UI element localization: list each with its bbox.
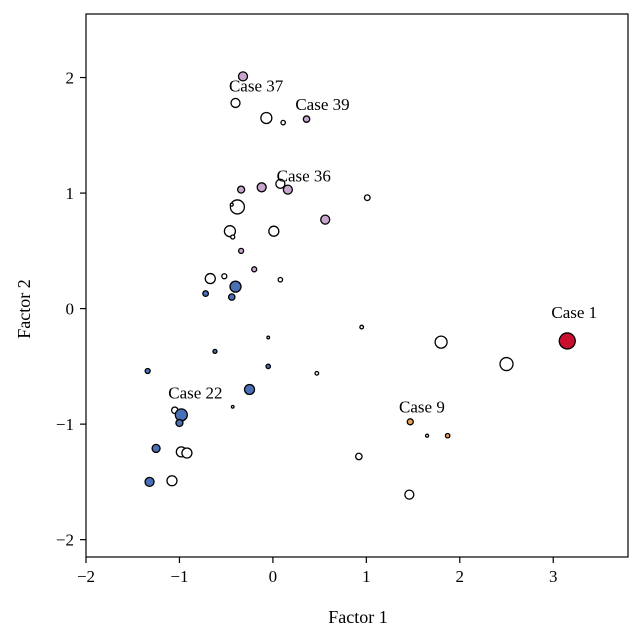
x-tick-label: 3 (549, 567, 558, 586)
case-label: Case 1 (551, 303, 597, 322)
data-point (268, 225, 280, 237)
data-point (166, 475, 178, 487)
y-tick-label: 1 (66, 184, 75, 203)
data-point (204, 272, 216, 285)
x-tick-label: −2 (77, 567, 95, 586)
plot-axes: −2 −1 0 1 2 3 −2 −1 0 1 2 (56, 13, 629, 586)
x-tick-label: 2 (456, 567, 465, 586)
y-tick-label: 2 (66, 69, 75, 88)
data-point (144, 367, 151, 375)
data-point (230, 234, 236, 240)
x-tick-label: −1 (170, 567, 188, 586)
data-point (499, 356, 514, 372)
data-point (237, 71, 249, 82)
data-point (237, 247, 245, 254)
data-point (434, 335, 448, 349)
data-point (229, 202, 234, 207)
data-point (266, 335, 271, 340)
data-point (230, 97, 241, 109)
data-point (212, 348, 218, 355)
case-label: Case 39 (295, 95, 349, 114)
data-point (230, 404, 235, 409)
case-label: Case 36 (277, 167, 331, 186)
data-point (144, 476, 155, 488)
data-point (406, 418, 414, 426)
case-annotations: Case 37 Case 39 Case 36 Case 1 Case 22 Case 9 (168, 76, 597, 416)
data-points (144, 71, 576, 500)
data-point (260, 111, 273, 125)
data-point (363, 194, 371, 202)
data-point (277, 276, 284, 283)
case-label: Case 37 (229, 76, 284, 95)
data-point (359, 324, 365, 330)
y-tick-label: −1 (56, 415, 74, 434)
data-point (236, 185, 246, 194)
data-point (355, 452, 363, 461)
data-point (424, 433, 430, 438)
data-point (282, 184, 293, 195)
data-point (175, 418, 184, 428)
data-point (151, 443, 161, 454)
y-axis-label: Factor 2 (14, 279, 34, 338)
data-point (256, 182, 267, 193)
data-point (202, 290, 210, 298)
data-point (275, 178, 286, 189)
case-label: Case 22 (168, 384, 222, 403)
data-point (174, 408, 188, 422)
x-tick-label: 0 (269, 567, 278, 586)
data-point (444, 432, 451, 439)
data-point (320, 214, 331, 225)
data-point (181, 447, 193, 459)
data-point (302, 115, 311, 123)
plot-frame (85, 13, 629, 558)
case-label: Case 9 (399, 398, 445, 417)
data-point (227, 293, 236, 301)
data-point (251, 266, 258, 273)
data-point (404, 489, 415, 500)
y-tick-label: −2 (56, 531, 74, 550)
data-point (558, 332, 576, 350)
data-point (221, 273, 228, 280)
data-point (223, 225, 237, 238)
data-point (229, 199, 246, 215)
x-axis-label: Factor 1 (328, 607, 387, 627)
data-point (229, 280, 242, 293)
x-tick-label: 1 (362, 567, 371, 586)
data-point (314, 370, 320, 376)
data-point (265, 363, 272, 370)
data-point (280, 119, 287, 126)
data-point (243, 383, 256, 396)
y-tick-label: 0 (66, 300, 75, 319)
